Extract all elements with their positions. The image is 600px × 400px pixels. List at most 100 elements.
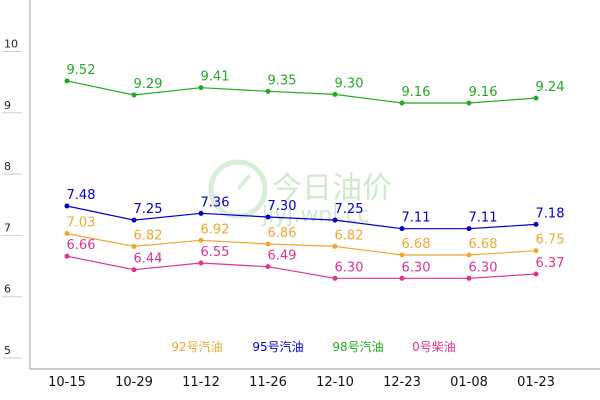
data-point — [131, 267, 137, 273]
axes: 5 6 7 8 9 10 10-15 10-29 11-12 11-26 12-10 12-23 01-… — [2, 0, 600, 390]
data-label: 7.18 — [536, 206, 565, 221]
data-point — [533, 95, 539, 101]
data-label: 6.44 — [134, 252, 163, 267]
data-point — [198, 85, 204, 91]
data-point — [198, 260, 204, 266]
data-label: 7.36 — [201, 195, 230, 210]
data-point — [399, 226, 405, 232]
data-label: 7.25 — [134, 202, 163, 217]
data-point — [332, 275, 338, 281]
y-tick-label: 9 — [4, 99, 11, 112]
data-point — [198, 237, 204, 243]
data-label: 7.11 — [402, 211, 431, 226]
series-98号汽油: 9.52 9.29 9.41 9.35 9.30 9.16 9.16 9.24 — [64, 63, 565, 106]
data-point — [466, 226, 472, 232]
data-label: 6.49 — [268, 249, 297, 264]
data-label: 9.52 — [67, 63, 96, 78]
data-label: 7.11 — [469, 211, 498, 226]
watermark-gauge-icon — [208, 159, 268, 219]
series-line — [66, 205, 537, 230]
data-point — [64, 231, 70, 237]
series-group: 9.52 9.29 9.41 9.35 9.30 9.16 9.16 9.24 7.48 7.25… — [64, 63, 565, 281]
data-label: 6.30 — [469, 260, 498, 275]
series-line — [66, 80, 537, 104]
y-tick-label: 10 — [4, 38, 18, 51]
data-label: 7.03 — [67, 216, 96, 231]
data-label: 6.30 — [402, 260, 431, 275]
data-point — [399, 275, 405, 281]
data-point — [131, 92, 137, 98]
data-point — [399, 252, 405, 258]
data-point — [265, 241, 271, 247]
data-label: 7.25 — [335, 202, 364, 217]
data-label: 9.16 — [469, 85, 498, 100]
legend-item: 0号柴油 — [412, 340, 456, 354]
data-label: 6.75 — [536, 233, 565, 248]
data-label: 9.16 — [402, 85, 431, 100]
data-point — [131, 243, 137, 249]
data-label: 9.24 — [536, 80, 565, 95]
data-label: 9.29 — [134, 77, 163, 92]
data-label: 6.30 — [335, 260, 364, 275]
x-tick-label: 10-15 — [48, 375, 86, 390]
data-point — [466, 252, 472, 258]
data-point — [466, 275, 472, 281]
legend: 92号汽油 95号汽油 98号汽油 0号柴油 — [171, 339, 455, 354]
data-point — [64, 203, 70, 209]
data-label: 6.82 — [335, 228, 364, 243]
data-point — [399, 100, 405, 106]
series-line — [66, 233, 537, 256]
x-tick-label: 12-10 — [316, 375, 354, 390]
data-point — [533, 271, 539, 277]
data-label: 6.55 — [201, 245, 230, 260]
data-label: 6.82 — [134, 228, 163, 243]
x-tick-label: 11-26 — [249, 375, 287, 390]
data-point — [198, 210, 204, 216]
watermark-needle-icon — [236, 173, 252, 191]
y-tick-label: 8 — [4, 160, 11, 173]
data-label: 9.30 — [335, 76, 364, 91]
data-point — [64, 78, 70, 84]
data-point — [332, 217, 338, 223]
series-92号汽油: 7.03 6.82 6.92 6.86 6.82 6.68 6.68 6.75 — [64, 216, 565, 258]
data-label: 7.30 — [268, 199, 297, 214]
data-label: 6.68 — [402, 237, 431, 252]
data-point — [265, 88, 271, 94]
y-tick-label: 6 — [4, 283, 11, 296]
x-tick-label: 12-23 — [383, 375, 421, 390]
x-tick-label: 01-23 — [517, 375, 555, 390]
legend-item: 92号汽油 — [171, 339, 222, 354]
data-label: 7.48 — [67, 188, 96, 203]
data-label: 6.66 — [67, 238, 96, 253]
data-point — [131, 217, 137, 223]
legend-item: 98号汽油 — [332, 339, 383, 354]
data-point — [64, 253, 70, 259]
data-label: 6.68 — [469, 237, 498, 252]
x-tick-label: 11-12 — [182, 375, 220, 390]
data-point — [332, 243, 338, 249]
series-0号柴油: 6.66 6.44 6.55 6.49 6.30 6.30 6.30 6.37 — [64, 238, 565, 281]
data-point — [265, 214, 271, 220]
x-tick-label: 10-29 — [115, 375, 153, 390]
series-line — [66, 255, 537, 279]
data-point — [533, 248, 539, 254]
y-tick-label: 5 — [4, 344, 11, 357]
data-label: 6.92 — [201, 222, 230, 237]
watermark-url: jiyj.wnl.cc — [261, 203, 370, 228]
data-point — [466, 100, 472, 106]
data-point — [332, 91, 338, 97]
y-tick-label: 7 — [4, 221, 11, 234]
watermark-name: 今日油价 — [272, 171, 392, 206]
data-label: 9.35 — [268, 73, 297, 88]
data-label: 9.41 — [201, 70, 230, 85]
data-point — [265, 264, 271, 270]
data-point — [533, 221, 539, 227]
data-label: 6.37 — [536, 256, 565, 271]
series-95号汽油: 7.48 7.25 7.36 7.30 7.25 7.11 7.11 7.18 — [64, 188, 565, 232]
data-label: 6.86 — [268, 226, 297, 241]
legend-item: 95号汽油 — [252, 339, 303, 354]
x-tick-label: 01-08 — [450, 375, 488, 390]
